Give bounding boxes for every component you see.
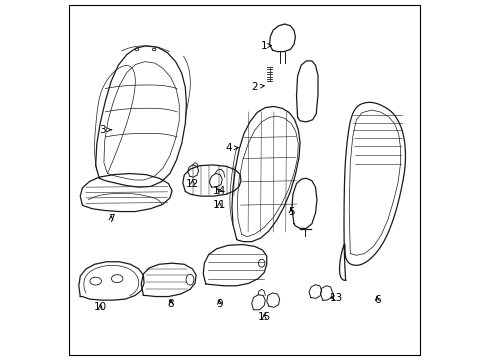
- Text: 8: 8: [167, 299, 174, 309]
- Text: 4: 4: [224, 143, 238, 153]
- Text: 9: 9: [216, 299, 222, 309]
- Text: 3: 3: [100, 125, 111, 135]
- Text: 15: 15: [257, 312, 270, 322]
- Text: 2: 2: [251, 82, 264, 92]
- Text: 12: 12: [185, 179, 199, 189]
- Text: 7: 7: [107, 215, 114, 224]
- Text: 6: 6: [373, 295, 380, 305]
- Text: 5: 5: [287, 207, 294, 217]
- Text: 14: 14: [212, 186, 225, 196]
- Text: 13: 13: [328, 293, 342, 303]
- Text: 11: 11: [212, 200, 225, 210]
- Text: 10: 10: [94, 302, 107, 312]
- Text: 1: 1: [261, 41, 271, 50]
